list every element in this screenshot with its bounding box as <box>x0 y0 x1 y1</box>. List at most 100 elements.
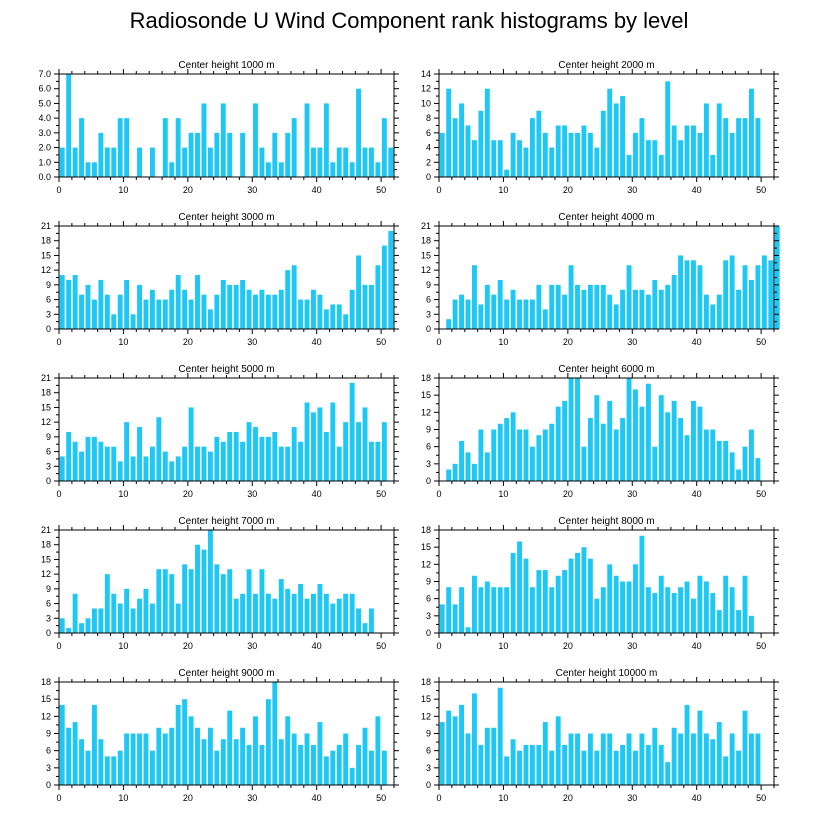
bar <box>285 446 291 481</box>
x-tick-label: 0 <box>56 793 61 803</box>
bar <box>79 451 84 481</box>
subplot-1: Center height 1000 m 0.0 1.0 2.0 3.0 4.0 5.0 6.… <box>38 60 399 195</box>
bar <box>459 440 464 481</box>
bar <box>761 255 767 329</box>
bar <box>207 530 213 633</box>
bar <box>98 279 104 329</box>
bar <box>484 88 490 177</box>
bar <box>665 284 671 329</box>
bar <box>465 733 471 785</box>
bar <box>633 389 638 481</box>
bar <box>143 456 149 481</box>
bar <box>188 407 194 481</box>
bar <box>497 423 503 481</box>
bar <box>220 574 226 633</box>
y-tick-label: 6 <box>426 295 431 305</box>
bar <box>240 593 246 633</box>
bar <box>691 260 696 329</box>
bar <box>736 750 742 785</box>
bar <box>697 265 703 329</box>
bar <box>214 750 220 785</box>
bar <box>91 436 97 481</box>
bar <box>304 402 310 481</box>
y-tick-label: 0 <box>46 628 51 638</box>
bar <box>723 260 729 329</box>
subplot-title: Center height 2000 m <box>558 60 654 71</box>
x-tick-label: 40 <box>692 641 702 651</box>
bar <box>510 132 516 177</box>
bar <box>716 722 722 785</box>
bar <box>452 463 458 481</box>
bar <box>66 727 72 785</box>
bar <box>291 427 297 481</box>
bar <box>536 110 542 177</box>
bar <box>568 733 574 785</box>
subplot-title: Center height 10000 m <box>556 668 658 679</box>
bar <box>510 739 516 785</box>
y-tick-label: 6 <box>46 295 51 305</box>
bar <box>278 579 284 633</box>
bar <box>253 427 258 481</box>
bar <box>697 710 703 785</box>
bar <box>317 722 323 785</box>
bar <box>79 739 84 785</box>
bar <box>240 727 246 785</box>
bar <box>478 429 484 481</box>
bar <box>195 275 200 329</box>
bar <box>452 299 458 329</box>
bar <box>755 733 761 785</box>
y-tick-label: 3.0 <box>38 128 51 138</box>
x-tick-label: 0 <box>436 337 441 347</box>
bar <box>195 544 200 633</box>
bar <box>388 147 394 177</box>
bar <box>188 716 194 785</box>
x-tick-label: 50 <box>756 489 766 499</box>
y-tick-label: 9 <box>426 425 431 435</box>
bar <box>613 750 619 785</box>
bar <box>169 289 175 329</box>
x-tick-label: 0 <box>56 337 61 347</box>
bar <box>285 716 291 785</box>
bar <box>529 118 535 177</box>
bar <box>59 147 65 177</box>
y-tick-label: 7.0 <box>38 69 51 79</box>
bar <box>317 294 323 329</box>
x-tick-label: 50 <box>376 489 386 499</box>
bar <box>85 284 91 329</box>
bar <box>59 704 65 785</box>
bar <box>620 96 626 177</box>
bar <box>291 593 297 633</box>
bar <box>149 289 155 329</box>
bar <box>568 558 574 633</box>
bar <box>542 429 548 481</box>
y-tick-label: 14 <box>421 69 431 79</box>
x-tick-label: 10 <box>118 793 128 803</box>
bar <box>600 733 606 785</box>
bar <box>549 750 555 785</box>
bar <box>59 618 65 633</box>
bar <box>220 739 226 785</box>
bar <box>691 733 696 785</box>
bar <box>220 441 226 481</box>
bar <box>362 284 368 329</box>
subplot-3: Center height 3000 m 0 3 6 9 12 15 18 21 0 10 20 30 4… <box>41 212 399 347</box>
bar <box>104 446 110 481</box>
bar <box>349 767 355 785</box>
bar <box>343 314 349 329</box>
bar <box>98 739 104 785</box>
bar <box>471 693 477 785</box>
y-tick-label: 8 <box>426 113 431 123</box>
bar <box>652 446 658 481</box>
y-tick-label: 0 <box>46 324 51 334</box>
bar <box>710 429 716 481</box>
subplot-7: Center height 7000 m 0 3 6 9 12 15 18 21 0 10 20 30 4… <box>41 516 399 651</box>
bar <box>227 431 233 481</box>
bar <box>104 147 110 177</box>
bar <box>381 245 387 329</box>
bar <box>716 103 722 177</box>
y-tick-label: 9 <box>426 577 431 587</box>
x-tick-label: 50 <box>756 185 766 195</box>
bar <box>317 147 323 177</box>
bar <box>703 429 709 481</box>
x-tick-label: 0 <box>436 489 441 499</box>
